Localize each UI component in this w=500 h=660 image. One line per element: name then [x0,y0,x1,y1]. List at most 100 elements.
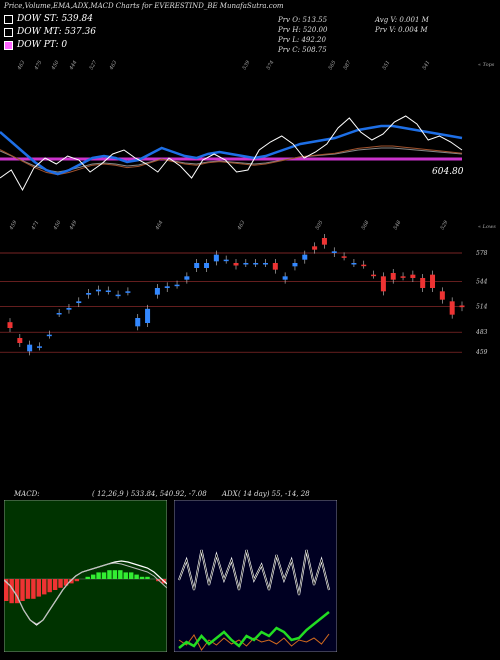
candle-body [272,263,278,270]
adx-panel [174,500,337,652]
candle-body [174,284,180,287]
candle-body [115,294,121,297]
macd-bar [4,579,9,601]
price-tick-label: 578 [476,250,488,257]
macd-bar [74,579,80,582]
candle-body [95,289,101,292]
candle-body [410,274,416,278]
macd-bar [118,570,123,579]
candle-body [46,334,52,337]
legend-swatch-icon [4,27,13,37]
candle-body [321,238,327,245]
stat-prev-high: Prv H: 520.00 [278,26,328,34]
lows-value-label: 464 [154,220,164,232]
di-plus-line [178,611,330,649]
macd-bar [134,574,139,579]
candle-body [135,318,141,327]
legend-dow-pt: DOW PT: 0 [4,40,67,50]
macd-panel [4,500,167,652]
tops-value-label: 450 [50,59,61,72]
tops-value-label: 565 [328,60,338,71]
macd-bar [52,579,58,590]
macd-bar [69,579,74,584]
candle-body [194,263,200,268]
candle-body [430,274,436,288]
candle-body [371,274,377,277]
lows-value-label: 505 [315,220,325,231]
macd-bar [96,572,101,579]
candle-body [420,278,426,288]
macd-bar [85,576,90,579]
ema-panel: 463 475 450 444 527 463 539 574 565 587 551 541 « T… [0,59,495,192]
candle-body [27,344,33,352]
macd-bar [25,579,31,599]
candle-body [243,263,249,265]
candle-body [36,346,42,348]
legend-dow-st: DOW ST: 539.84 [4,14,93,24]
candle-body [351,263,357,265]
tops-value-label: 444 [68,60,78,72]
stat-avg-vol: Avg V: 0.001 M [375,16,429,24]
tops-value-label: 551 [382,60,392,71]
price-tick-label: 544 [476,278,488,285]
tops-value-label: 527 [89,59,99,71]
legend-dow-pt-label: DOW PT: 0 [17,40,68,50]
candle-body [459,305,465,308]
legend-swatch-icon [4,40,13,50]
candle-body [204,263,210,268]
macd-signal-line [4,562,167,625]
stat-prev-open: Prv O: 513.55 [278,16,328,24]
lows-value-label: 548 [393,220,403,231]
macd-bar [20,579,25,601]
price-tick-label: 483 [475,329,488,336]
macd-bar [47,579,52,593]
candle-body [253,263,259,265]
macd-bar [58,579,63,588]
macd-params: ( 12,26,9 ) 533.84, 540.92, -7.08 [92,490,207,498]
candle-body [449,301,455,315]
macd-bar [90,574,96,579]
lows-value-label: 449 [68,219,79,232]
macd-label: MACD: [14,490,40,498]
candle-body [312,246,318,250]
candle-body [184,276,190,280]
adx-line-inner [178,549,330,596]
candle-body [233,263,239,266]
candle-body [66,308,72,310]
price-line-white [0,115,463,192]
di-minus-line [178,633,330,651]
tops-value-label: 587 [343,59,353,71]
tops-value-label: 463 [16,60,26,72]
page-title: Price,Volume,EMA,ADX,MACD Charts for EVE… [4,2,284,10]
candle-body [154,288,160,295]
macd-bar [9,579,14,604]
ema-line-blue [0,124,463,176]
candle-body [76,301,82,303]
candle-body [390,273,396,280]
candle-panel: 459 471 450 449 464 463 505 568 548 529 « Lows 57… [0,219,496,356]
macd-bar [128,572,134,579]
tops-value-label: 541 [422,60,432,71]
stat-prev-low: Prv L: 492.20 [278,36,326,44]
candle-body [145,308,151,323]
macd-bar [145,576,150,579]
candle-body [213,254,219,262]
tops-value-label: 539 [242,59,252,71]
tops-corner-label: « Tops [478,62,495,68]
candle-body [302,254,308,260]
candle-body [17,338,23,343]
candle-body [439,291,445,300]
adx-label: ADX [222,490,238,498]
macd-bar [31,579,36,599]
lows-value-label: 463 [236,220,246,232]
macd-bar [139,576,145,579]
candle-body [262,263,268,265]
adx-params: ( 14 day) 55, -14, 28 [238,490,310,498]
candle-body [86,293,92,295]
lows-corner-label: « Lows [478,224,496,230]
legend-dow-mt-label: DOW MT: 537.36 [17,27,96,37]
candle-body [7,322,13,328]
lows-value-label: 471 [30,220,40,232]
candle-body [56,313,62,315]
macd-bar [14,579,20,604]
